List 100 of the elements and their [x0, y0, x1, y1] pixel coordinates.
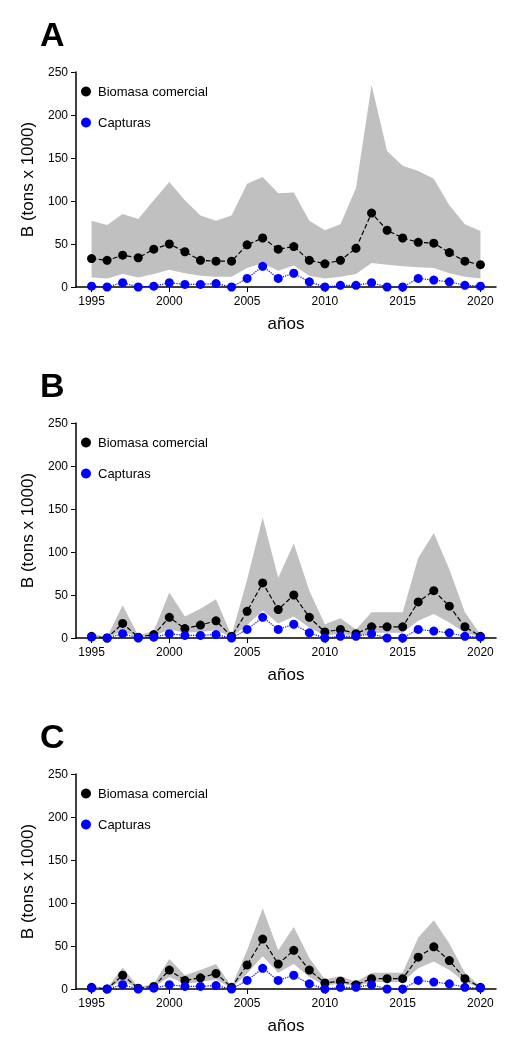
point [413, 952, 423, 962]
point [351, 280, 361, 290]
point [382, 633, 392, 643]
point [398, 282, 408, 292]
y-tick-label: 0 [61, 982, 69, 996]
point [102, 255, 112, 265]
point [180, 630, 190, 640]
point [413, 975, 423, 985]
y-tick-label: 150 [47, 853, 69, 867]
point [382, 225, 392, 235]
point [382, 622, 392, 632]
point [164, 629, 174, 639]
chart-title: C [40, 717, 65, 755]
point [180, 279, 190, 289]
point [289, 242, 299, 252]
point [367, 278, 377, 288]
point [367, 980, 377, 990]
point [195, 620, 205, 630]
point [242, 960, 252, 970]
point [195, 973, 205, 983]
point [367, 629, 377, 639]
point [211, 630, 221, 640]
y-tick-label: 100 [47, 545, 69, 559]
point [258, 612, 268, 622]
point [460, 622, 470, 632]
point [429, 977, 439, 987]
y-tick-label: 200 [47, 459, 69, 473]
y-tick-label: 250 [47, 767, 69, 781]
point [242, 624, 252, 634]
point [475, 260, 485, 270]
point [211, 256, 221, 266]
point [195, 630, 205, 640]
point [413, 237, 423, 247]
legend-label: Capturas [98, 115, 152, 130]
point [460, 280, 470, 290]
point [289, 268, 299, 278]
y-tick-label: 150 [47, 151, 69, 165]
point [258, 963, 268, 973]
point [367, 208, 377, 218]
point [180, 247, 190, 257]
point [133, 253, 143, 263]
point [87, 254, 97, 264]
y-tick-label: 200 [47, 810, 69, 824]
point [273, 624, 283, 634]
point [460, 631, 470, 641]
x-tick-label: 1995 [78, 996, 106, 1010]
point [320, 633, 330, 643]
point [398, 984, 408, 994]
point [335, 280, 345, 290]
point [118, 278, 128, 288]
point [273, 244, 283, 254]
x-tick-label: 2000 [155, 294, 183, 308]
legend-label: Capturas [98, 817, 152, 832]
point [118, 970, 128, 980]
point [304, 979, 314, 989]
point [227, 282, 237, 292]
point [304, 612, 314, 622]
point [118, 629, 128, 639]
point [273, 975, 283, 985]
point [382, 984, 392, 994]
point [335, 255, 345, 265]
x-axis-title: años [267, 314, 305, 333]
point [133, 282, 143, 292]
point [164, 980, 174, 990]
point [227, 256, 237, 266]
x-axis-title: años [267, 665, 305, 684]
point [351, 243, 361, 253]
point [258, 934, 268, 944]
point [258, 578, 268, 588]
point [195, 279, 205, 289]
point [444, 248, 454, 258]
point [195, 255, 205, 265]
point [398, 233, 408, 243]
point [429, 586, 439, 596]
point [258, 233, 268, 243]
x-tick-label: 2000 [155, 645, 183, 659]
point [289, 945, 299, 955]
point [242, 273, 252, 283]
point [164, 612, 174, 622]
point [460, 982, 470, 992]
point [382, 282, 392, 292]
point [429, 275, 439, 285]
point [242, 606, 252, 616]
y-tick-label: 200 [47, 108, 69, 122]
y-tick-label: 50 [54, 939, 69, 953]
y-tick-label: 250 [47, 65, 69, 79]
legend-label: Biomasa comercial [98, 435, 208, 450]
x-tick-label: 2020 [467, 996, 495, 1010]
x-tick-label: 2005 [233, 996, 261, 1010]
x-tick-label: 2010 [311, 996, 339, 1010]
x-tick-label: 2015 [389, 996, 417, 1010]
point [211, 616, 221, 626]
x-tick-label: 1995 [78, 645, 106, 659]
point [273, 273, 283, 283]
point [444, 277, 454, 287]
point [320, 282, 330, 292]
point [242, 975, 252, 985]
point [398, 974, 408, 984]
point [382, 974, 392, 984]
point [460, 974, 470, 984]
